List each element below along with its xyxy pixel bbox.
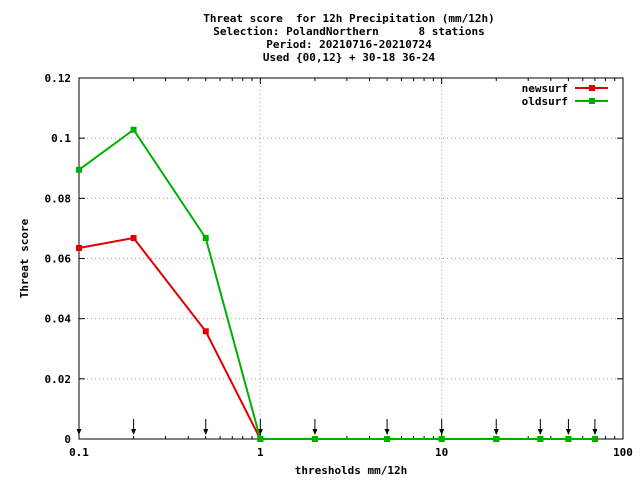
data-point-oldsurf [438,436,445,442]
x-tick-label: 10 [435,446,448,459]
threshold-arrow [565,419,571,435]
data-point-oldsurf [384,436,391,442]
data-point-oldsurf [130,126,137,133]
threshold-arrow [592,419,598,435]
x-tick-label: 0.1 [69,446,89,459]
data-point-oldsurf [76,166,82,173]
title-line-2: Selection: PolandNorthern 8 stations [213,25,485,38]
title-line-4: Used {00,12} + 30-18 36-24 [263,51,436,64]
threshold-arrow [203,419,209,435]
legend-marker-newsurf [589,85,595,91]
threshold-arrow [76,419,82,435]
series [76,126,598,442]
data-point-newsurf [202,328,209,335]
data-point-oldsurf [565,436,572,442]
legend-label-newsurf: newsurf [522,82,568,95]
data-point-newsurf [76,244,82,251]
grid [79,78,623,439]
y-tick-label: 0.06 [45,253,72,266]
threshold-arrow [537,419,543,435]
threshold-arrow [493,419,499,435]
data-point-oldsurf [493,436,500,442]
threshold-arrow [439,419,445,435]
y-tick-label: 0.02 [45,373,72,386]
series-line-newsurf [78,236,595,440]
legend-label-oldsurf: oldsurf [522,95,568,108]
data-point-oldsurf [311,436,318,442]
x-tick-label: 100 [613,446,633,459]
threshold-arrow [257,419,263,435]
threshold-markers [76,419,598,435]
title-line-3: Period: 20210716-20210724 [266,38,432,51]
data-point-oldsurf [537,436,544,442]
y-axis-label: Threat score [18,218,31,298]
y-tick-label: 0.12 [45,72,72,85]
axis-ticks: 0 0.02 0.04 0.06 0.08 0.1 0.12 0.1 1 10 100 [45,72,633,459]
data-point-oldsurf [257,436,264,442]
y-tick-label: 0.04 [45,313,72,326]
data-point-oldsurf [591,436,598,442]
legend-marker-oldsurf [589,98,595,104]
chart-title: Threat score for 12h Precipitation (mm/1… [203,12,494,64]
x-tick-label: 1 [257,446,264,459]
x-axis-label: thresholds mm/12h [295,464,408,477]
threshold-arrow [312,419,318,435]
threshold-arrow [131,419,137,435]
data-point-oldsurf [202,235,209,242]
y-tick-label: 0.08 [45,192,72,205]
series-line-oldsurf [78,128,595,440]
title-line-1: Threat score for 12h Precipitation (mm/1… [203,12,494,25]
y-tick-label: 0.1 [51,132,71,145]
y-tick-label: 0 [64,433,71,446]
threshold-arrow [384,419,390,435]
data-point-newsurf [130,235,137,242]
